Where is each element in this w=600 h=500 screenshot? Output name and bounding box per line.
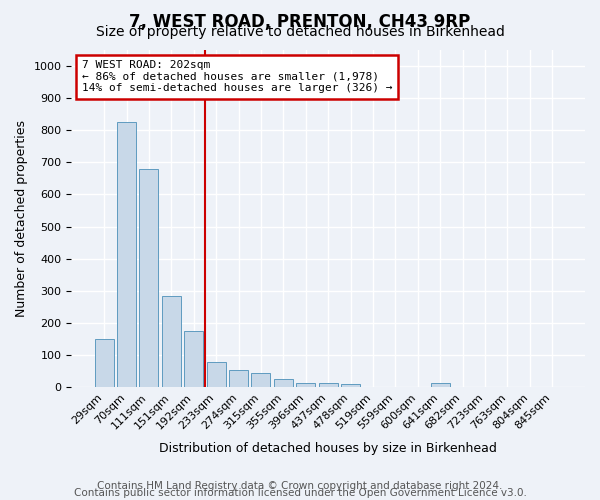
Bar (139, 169, 158, 387)
Text: Size of property relative to detached houses in Birkenhead: Size of property relative to detached ho… (95, 25, 505, 39)
Bar (95, 339, 113, 387)
Bar (206, 362, 226, 387)
Bar (431, 383, 449, 387)
Text: Contains HM Land Registry data © Crown copyright and database right 2024.: Contains HM Land Registry data © Crown c… (97, 481, 503, 491)
X-axis label: Distribution of detached houses by size in Birkenhead: Distribution of detached houses by size … (159, 442, 497, 455)
Bar (341, 384, 360, 387)
Bar (117, 122, 136, 387)
Bar (274, 379, 293, 387)
Bar (251, 372, 271, 387)
Bar (229, 370, 248, 387)
Bar (319, 383, 338, 387)
Y-axis label: Number of detached properties: Number of detached properties (15, 120, 28, 317)
Text: 7, WEST ROAD, PRENTON, CH43 9RP: 7, WEST ROAD, PRENTON, CH43 9RP (130, 12, 470, 30)
Bar (162, 296, 181, 387)
Text: Contains public sector information licensed under the Open Government Licence v3: Contains public sector information licen… (74, 488, 526, 498)
Bar (184, 331, 203, 387)
Bar (296, 383, 315, 387)
Text: 7 WEST ROAD: 202sqm
← 86% of detached houses are smaller (1,978)
14% of semi-det: 7 WEST ROAD: 202sqm ← 86% of detached ho… (82, 60, 392, 94)
